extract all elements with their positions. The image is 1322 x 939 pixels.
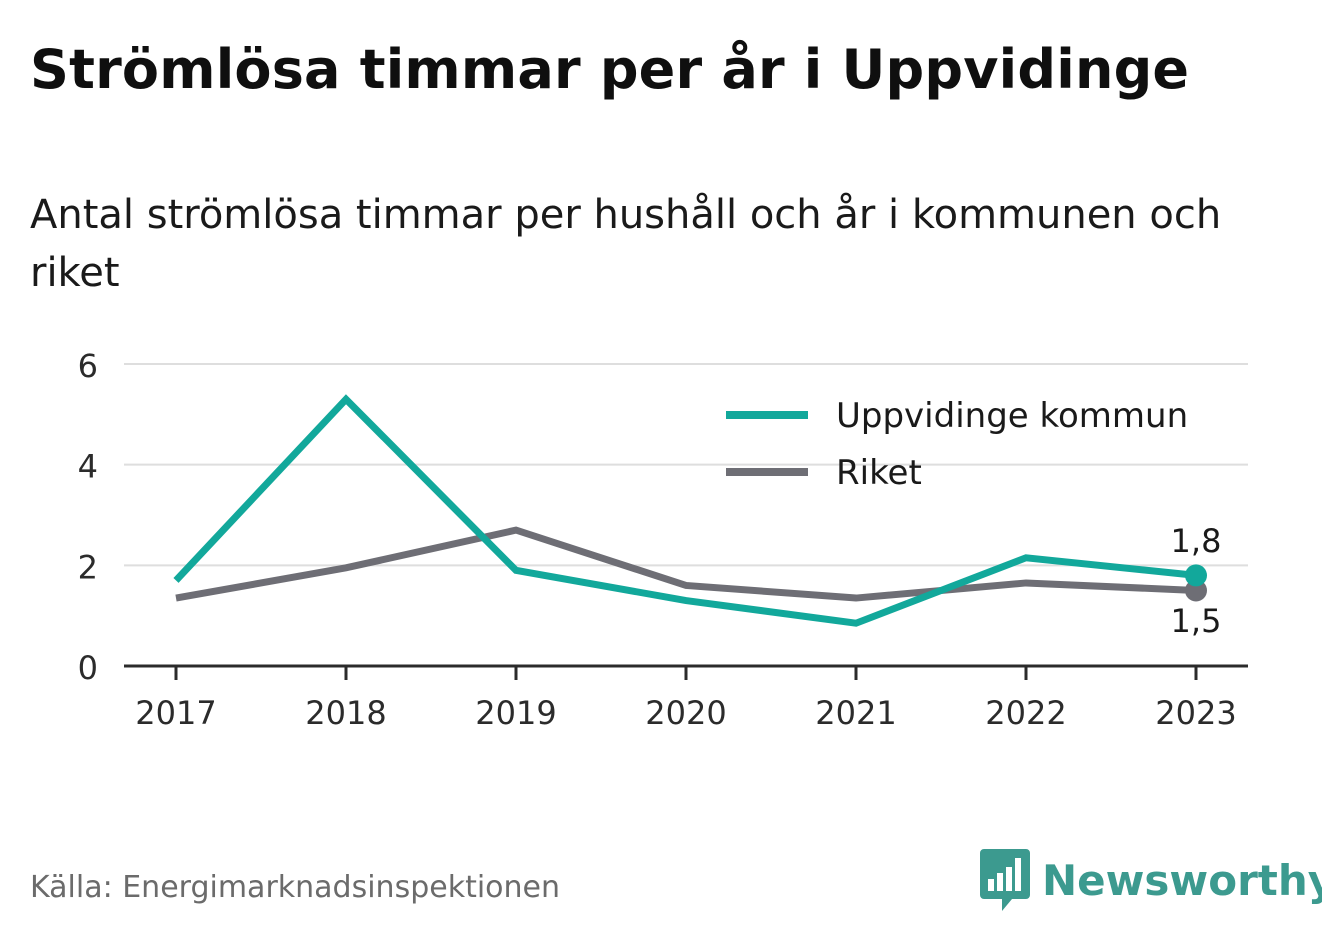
x-tick-label: 2020 xyxy=(645,694,726,732)
series-line-uppvidinge-kommun xyxy=(173,394,1197,627)
y-tick-label: 2 xyxy=(78,548,98,586)
end-point-marker xyxy=(1185,564,1207,587)
x-axis-ticks: 2017 2018 2019 2020 2021 2022 2023 xyxy=(135,666,1237,732)
legend-label: Riket xyxy=(836,453,922,493)
x-tick-label: 2022 xyxy=(985,694,1066,732)
legend: Uppvidinge kommun Riket xyxy=(726,396,1188,493)
y-tick-label: 0 xyxy=(78,649,98,687)
legend-label: Uppvidinge kommun xyxy=(836,396,1188,436)
end-point-marker xyxy=(1185,579,1207,602)
series-lines xyxy=(173,394,1207,627)
y-tick-label: 6 xyxy=(78,347,98,385)
newsworthy-logo-icon xyxy=(980,849,1030,911)
series-line-riket xyxy=(175,526,1197,602)
end-value-labels: 1,8 1,5 xyxy=(1171,522,1222,640)
gridlines xyxy=(124,363,1248,567)
x-tick-label: 2017 xyxy=(135,694,216,732)
chart-subtitle: Antal strömlösa timmar per hushåll och å… xyxy=(30,192,1222,296)
brand-logo: Newsworthy xyxy=(980,848,1322,912)
x-tick-label: 2021 xyxy=(815,694,896,732)
y-tick-label: 4 xyxy=(78,448,98,486)
end-label-kommun: 1,8 xyxy=(1171,522,1222,560)
brand-name: Newsworthy xyxy=(1042,855,1322,905)
chart-title: Strömlösa timmar per år i Uppvidinge xyxy=(30,38,1190,101)
x-tick-label: 2023 xyxy=(1155,694,1236,732)
source-note: Källa: Energimarknadsinspektionen xyxy=(30,870,561,905)
x-tick-label: 2018 xyxy=(305,694,386,732)
end-label-riket: 1,5 xyxy=(1171,602,1222,640)
y-axis-ticks: 0 2 4 6 xyxy=(78,347,98,687)
x-tick-label: 2019 xyxy=(475,694,556,732)
